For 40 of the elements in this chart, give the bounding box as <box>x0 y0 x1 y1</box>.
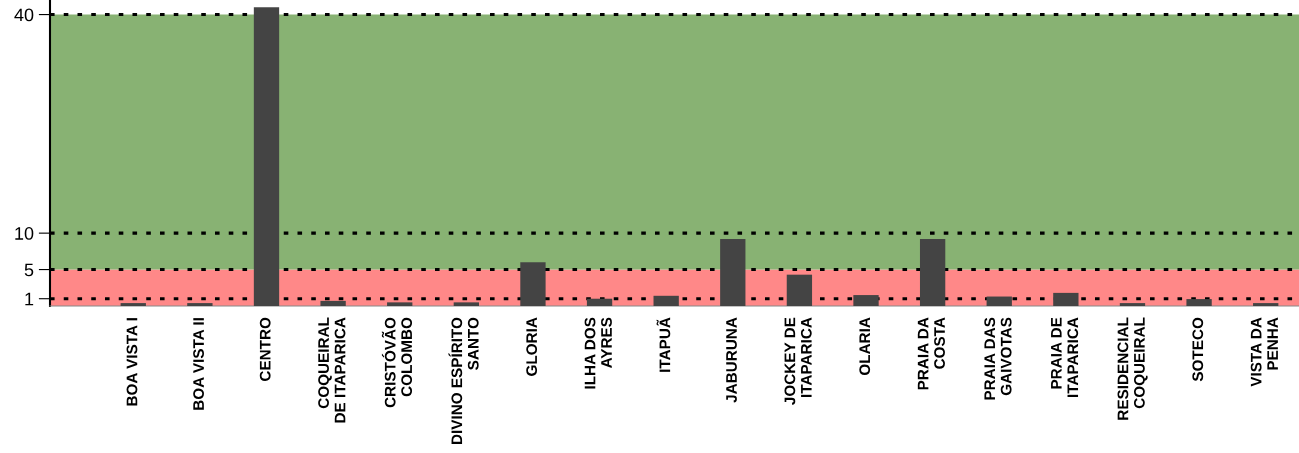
bar <box>1119 303 1146 306</box>
y-tick-label: 5 <box>24 263 34 277</box>
x-tick-label: BOA VISTA II <box>193 318 204 410</box>
x-tick-label: COQUEIRAL DE ITAPARICA <box>318 317 346 423</box>
x-tick-label: DIVINO ESPÍRITO SANTO <box>448 317 479 444</box>
bar <box>720 238 746 306</box>
bar <box>986 296 1012 306</box>
x-tick-label: CRISTÓVÃO COLOMBO <box>381 317 413 408</box>
x-tick-label: CENTRO <box>259 317 271 381</box>
x-tick-label: PRAIA DE ITAPARICA <box>1051 317 1079 398</box>
x-tick-label: SOTECO <box>1192 317 1204 382</box>
bar <box>1253 303 1279 306</box>
bar <box>1186 299 1212 306</box>
bar <box>786 274 813 306</box>
bar <box>187 303 213 306</box>
bar <box>653 295 679 306</box>
bar <box>520 262 546 306</box>
x-tick-label: OLARIA <box>859 317 871 376</box>
x-tick-label: ITAPUÃ <box>656 317 671 372</box>
y-tick-label: 40 <box>14 8 34 22</box>
bar <box>120 303 146 306</box>
x-tick-label: RESIDENCIAL COQUEIRAL <box>1117 317 1148 420</box>
bar <box>253 7 280 306</box>
bar <box>586 298 613 306</box>
y-tick-label: 10 <box>15 227 34 240</box>
x-tick-label: JOCKEY DE ITAPARICA <box>784 317 812 405</box>
x-tick-label: BOA VISTA I <box>126 318 138 406</box>
x-tick-label: JABURUNA <box>726 317 737 403</box>
bar <box>453 302 479 306</box>
bar <box>1053 292 1079 306</box>
bar <box>853 295 879 306</box>
x-tick-label: ILHA DOS AYRES <box>584 317 612 389</box>
y-tick-label: 1 <box>25 292 34 306</box>
x-tick-label: PRAIA DA COSTA <box>917 317 945 390</box>
x-tick-label: PRAIA DAS GAIVOTAS <box>984 317 1012 400</box>
bar <box>320 300 346 306</box>
x-tick-label: GLORIA <box>526 317 538 376</box>
bar <box>919 238 946 306</box>
bar <box>387 302 413 306</box>
x-tick-label: VISTA DA PENHA <box>1250 317 1278 387</box>
